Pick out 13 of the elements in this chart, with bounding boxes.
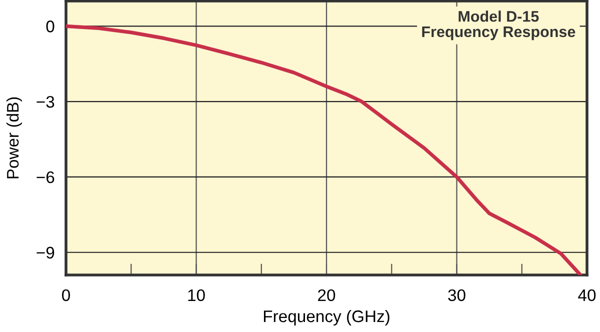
x-tick-label: 0	[62, 289, 70, 302]
x-tick-label: 20	[318, 289, 336, 302]
x-axis-title: Frequency (GHz)	[264, 310, 390, 326]
x-tick-label: 40	[578, 289, 596, 302]
y-tick-label: 0	[46, 20, 54, 32]
y-axis-title: Power (dB)	[6, 97, 22, 178]
x-tick-label: 10	[188, 289, 205, 302]
x-tick-label: 30	[448, 289, 466, 302]
line-series	[66, 24, 582, 275]
y-tick-label: −9	[36, 246, 54, 259]
y-tick-label: −6	[36, 171, 54, 184]
y-tick-label: −3	[36, 96, 54, 108]
text: Model D-15 Frequency Response	[422, 10, 576, 40]
